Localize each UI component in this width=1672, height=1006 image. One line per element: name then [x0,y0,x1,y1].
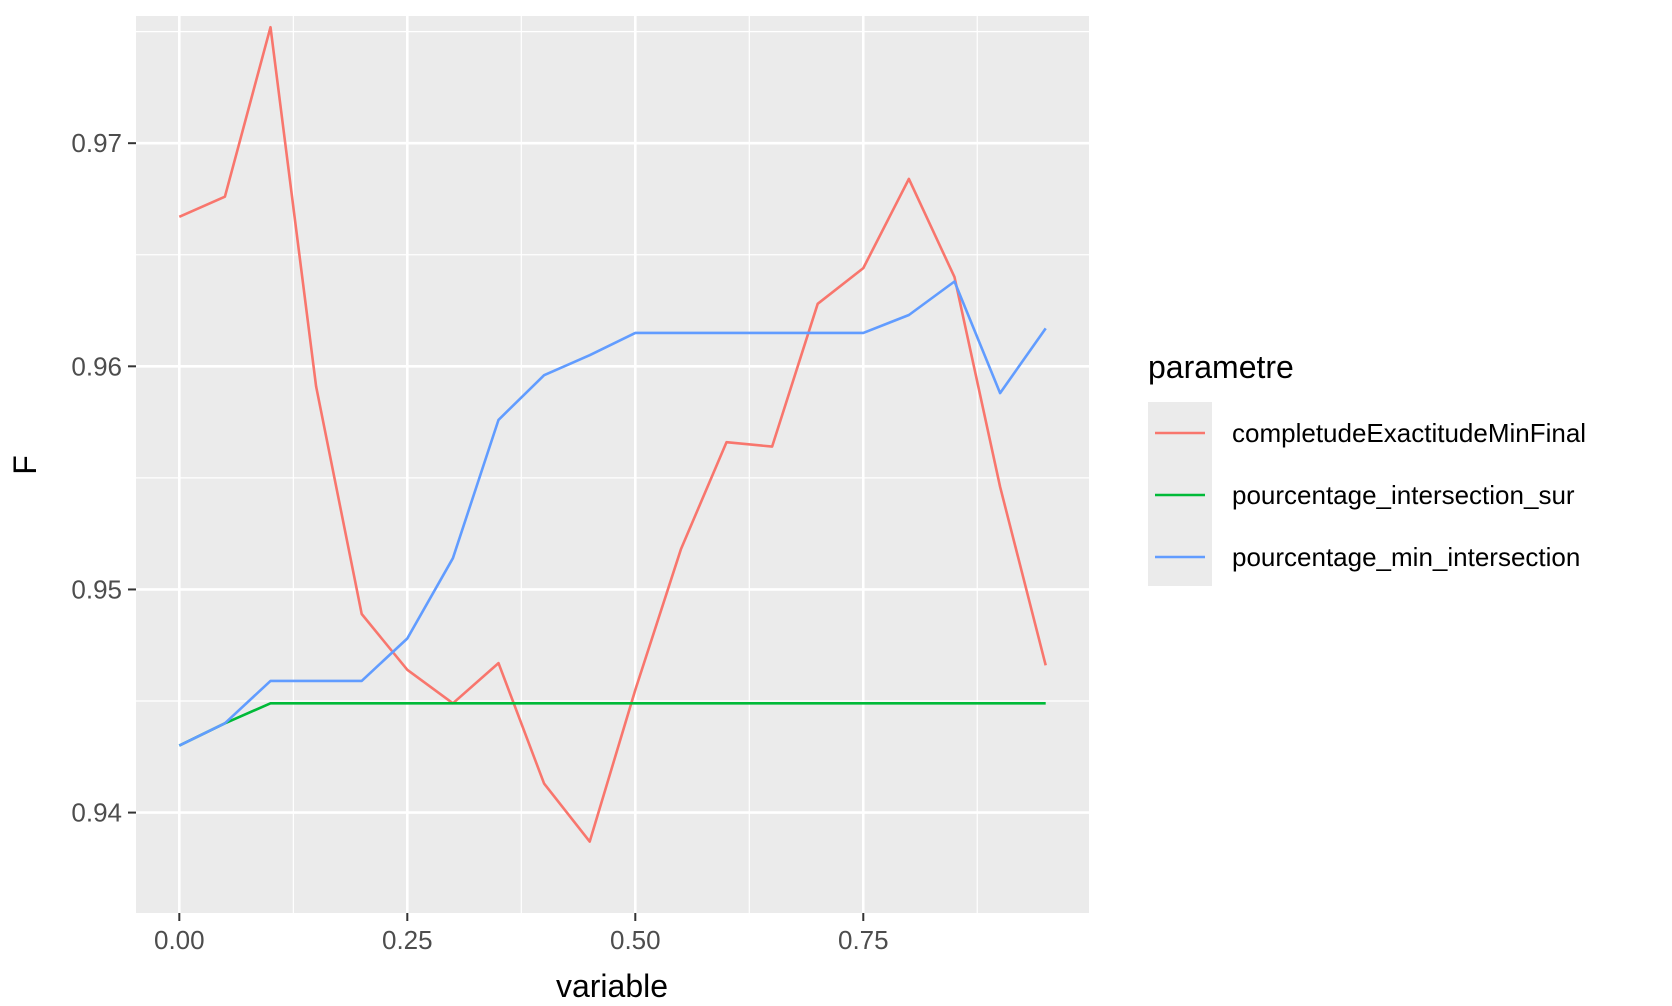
series-line-pourcentage_min_intersection [178,280,1047,747]
y-tick-label: 0.94 [71,798,122,828]
legend: parametre completudeExactitudeMinFinal po… [1148,349,1586,586]
major-gridlines [136,16,1089,913]
series-line-completudeExactitudeMinFinal [178,25,1047,843]
x-tick-label: 0.50 [610,925,661,955]
x-tick-label: 0.25 [382,925,433,955]
plot-panel [136,16,1089,913]
legend-label-pourcentage_min_intersection: pourcentage_min_intersection [1232,542,1580,572]
x-axis-title: variable [556,968,668,1004]
series-line-pourcentage_intersection_sur [178,701,1046,747]
y-tick-label: 0.97 [71,128,122,158]
y-axis-title: F [7,455,43,475]
series-lines [178,25,1047,843]
legend-title: parametre [1148,349,1294,385]
x-axis: 0.00 0.25 0.50 0.75 [154,913,889,955]
x-tick-label: 0.75 [838,925,889,955]
legend-label-completudeExactitudeMinFinal: completudeExactitudeMinFinal [1232,418,1586,448]
legend-label-pourcentage_intersection_sur: pourcentage_intersection_sur [1232,480,1575,510]
y-axis: 0.94 0.95 0.96 0.97 [71,128,136,828]
legend-items: completudeExactitudeMinFinal pourcentage_… [1155,418,1586,572]
y-tick-label: 0.95 [71,574,122,604]
y-tick-label: 0.96 [71,351,122,381]
x-tick-label: 0.00 [154,925,205,955]
minor-gridlines [136,16,1089,913]
